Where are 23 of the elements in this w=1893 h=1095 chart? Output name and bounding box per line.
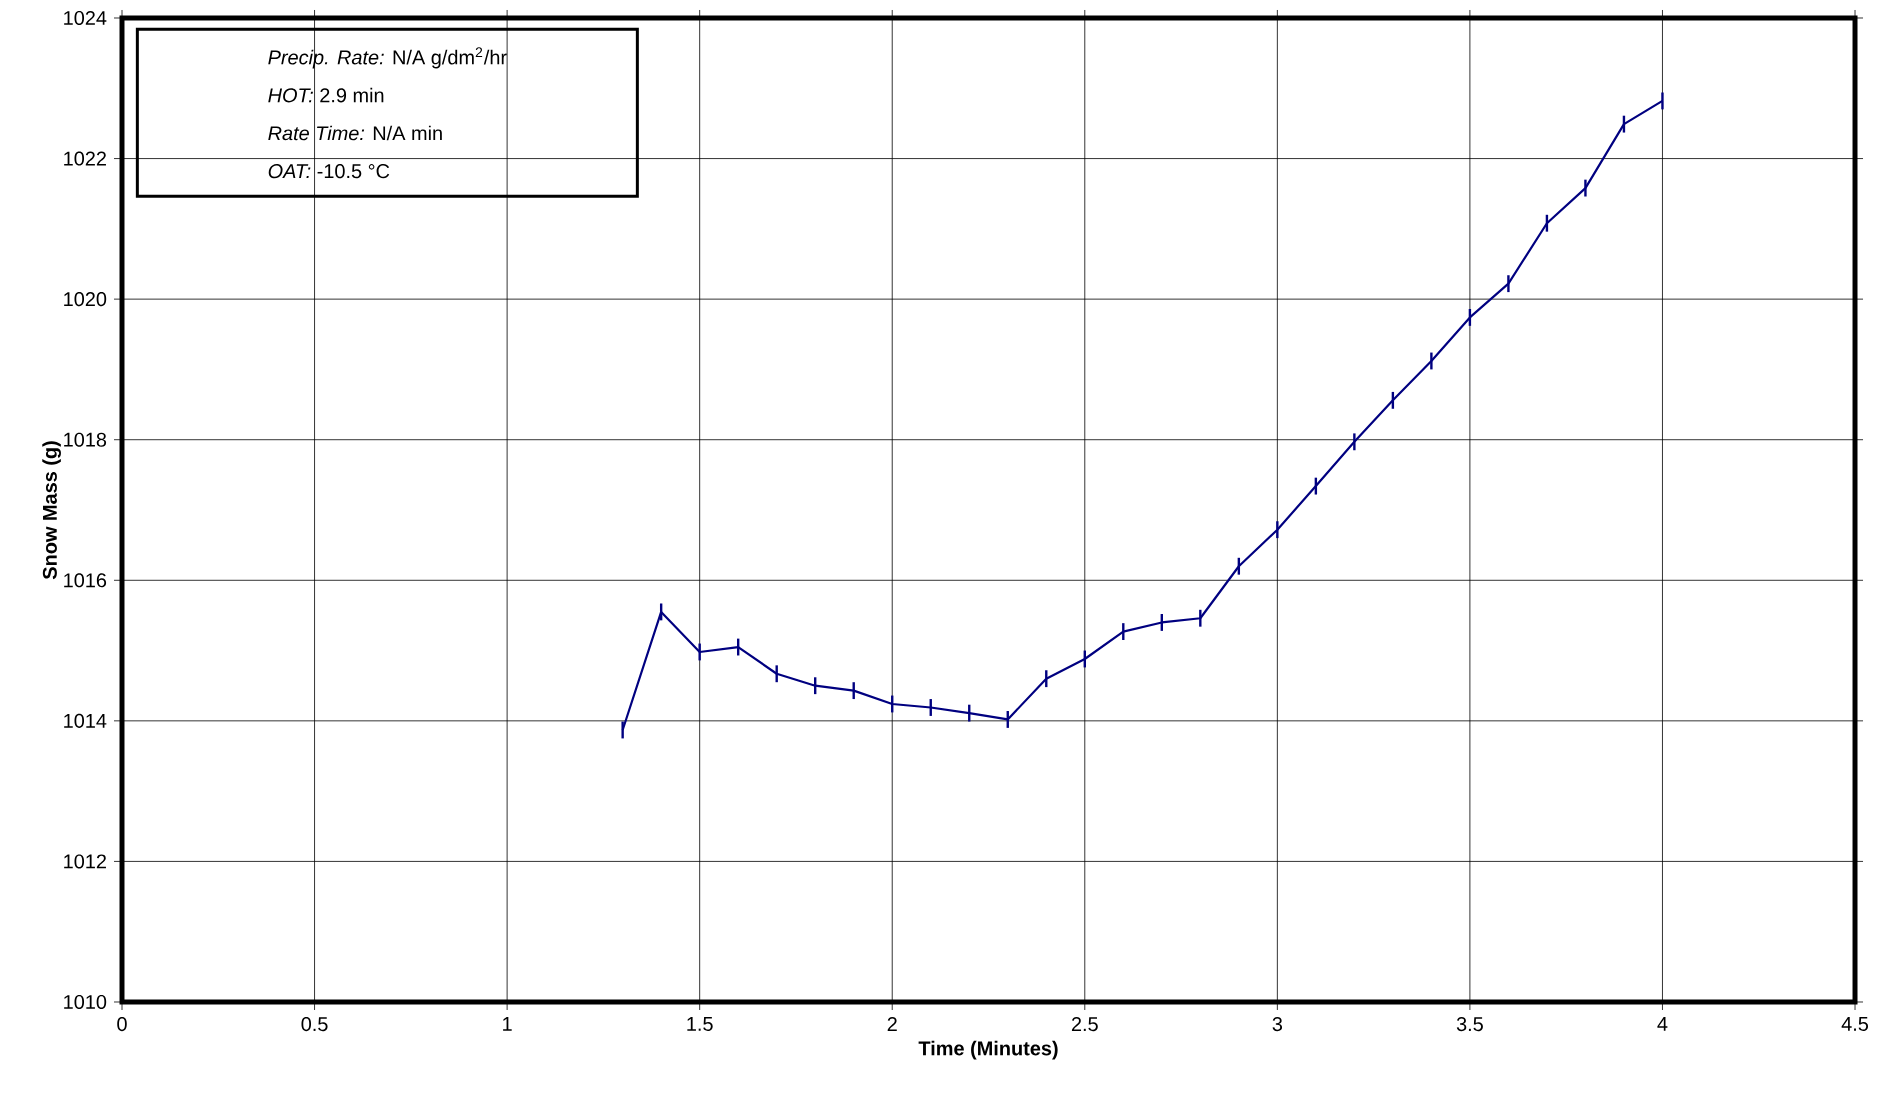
x-tick-label: 4.5	[1841, 1017, 1869, 1031]
x-tick-label: 2	[887, 1017, 897, 1031]
x-tick-label: 3.5	[1456, 1017, 1483, 1032]
x-tick-label: 1.5	[687, 1017, 713, 1031]
y-tick-label: 1010	[64, 994, 107, 1010]
y-tick-label: 1014	[64, 713, 107, 728]
annotation: Rate Time: N/A min	[268, 125, 442, 141]
x-tick-label: 2.5	[1071, 1017, 1098, 1032]
x-tick-label: 4	[1657, 1017, 1668, 1031]
y-tick-label: 1024	[64, 10, 107, 26]
y-tick-label: 1022	[64, 151, 106, 166]
y-tick-label: 1016	[64, 573, 107, 588]
x-tick-label: 3	[1272, 1017, 1283, 1032]
y-tick-label: 1012	[64, 854, 106, 869]
y-tick-label: 1020	[64, 292, 107, 307]
x-axis-title: Time (Minutes)	[918, 1040, 1058, 1060]
x-tick-label: 1	[503, 1017, 512, 1031]
annotation: HOT: 2.9 min	[268, 87, 384, 103]
annotation: OAT: -10.5 °C	[268, 164, 390, 179]
y-axis-title: Snow Mass (g)	[42, 441, 61, 580]
x-tick-label: 0	[117, 1017, 127, 1032]
y-tick-label: 1018	[64, 432, 107, 447]
x-tick-label: 0.5	[301, 1017, 328, 1032]
